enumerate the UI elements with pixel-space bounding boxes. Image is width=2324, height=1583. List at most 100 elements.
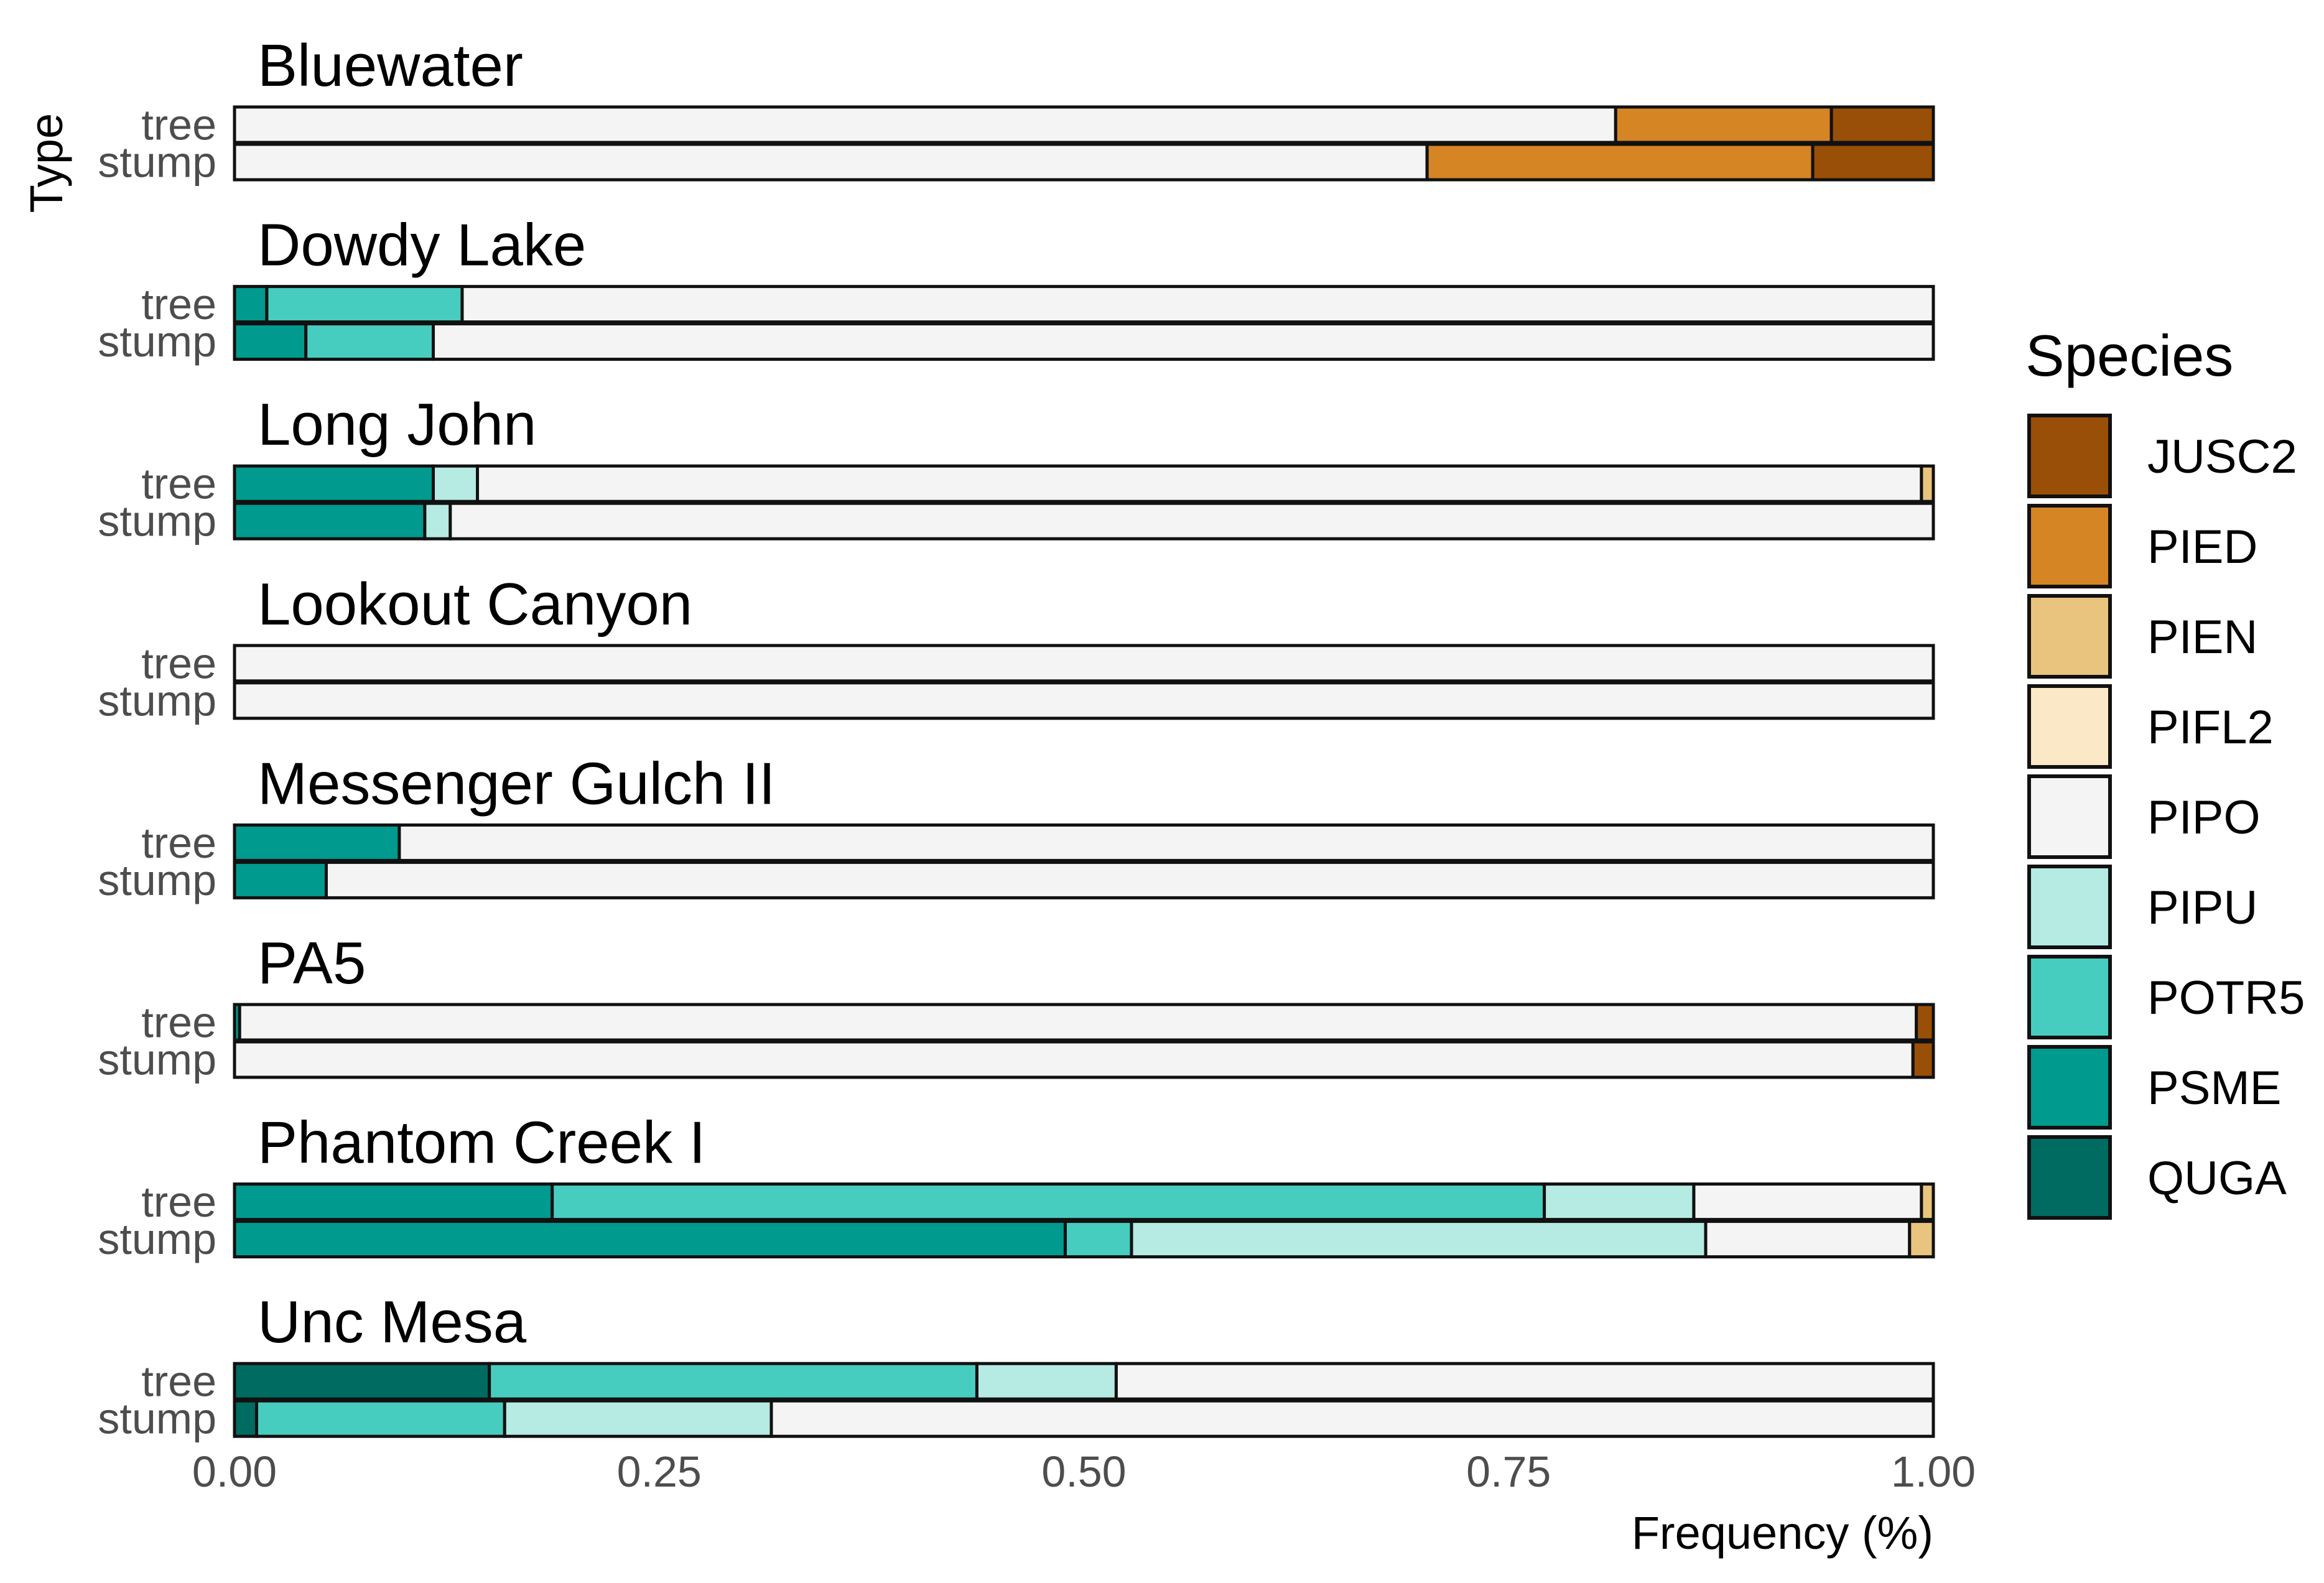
y-tick-label-tree: tree bbox=[141, 101, 216, 149]
bar-segment-dowdy-lake-tree-psme bbox=[233, 285, 269, 324]
legend-swatch-potr5 bbox=[2027, 955, 2112, 1039]
bar-segment-bluewater-stump-jusc2 bbox=[1811, 142, 1935, 182]
legend-label-jusc2: JUSC2 bbox=[2147, 430, 2297, 483]
y-tick-label-stump: stump bbox=[98, 497, 216, 545]
legend-label-quga: QUGA bbox=[2147, 1152, 2287, 1205]
y-tick-label-stump: stump bbox=[98, 1036, 216, 1084]
panel-title: Messenger Gulch II bbox=[258, 750, 775, 817]
bar-segment-dowdy-lake-stump-psme bbox=[233, 322, 308, 361]
bar-segment-unc-mesa-stump-pipu bbox=[503, 1399, 773, 1438]
panel-title: Lookout Canyon bbox=[258, 571, 692, 638]
y-tick-label-stump: stump bbox=[98, 1395, 216, 1443]
y-tick-label-tree: tree bbox=[141, 280, 216, 328]
legend-item-potr5: POTR5 bbox=[2027, 955, 2305, 1039]
bar-segment-messenger-gulch-ii-tree-pipo bbox=[397, 823, 1935, 862]
legend-item-pipu: PIPU bbox=[2027, 865, 2257, 949]
y-axis-title: Type bbox=[21, 113, 72, 213]
panel-title: Unc Mesa bbox=[258, 1289, 527, 1355]
bar-segment-pa5-stump-jusc2 bbox=[1911, 1040, 1935, 1079]
bar-segment-unc-mesa-stump-pipo bbox=[769, 1399, 1935, 1438]
x-tick-label: 0.75 bbox=[1466, 1447, 1551, 1496]
x-tick-label: 0.00 bbox=[192, 1447, 277, 1496]
bar-segment-long-john-tree-pien bbox=[1920, 464, 1935, 503]
bar-segment-phantom-creek-i-stump-potr5 bbox=[1063, 1220, 1133, 1259]
bar-segment-phantom-creek-i-tree-pipo bbox=[1692, 1182, 1923, 1222]
x-tick-label: 0.25 bbox=[617, 1447, 702, 1496]
y-tick-label-stump: stump bbox=[98, 1215, 216, 1263]
legend-swatch-quga bbox=[2027, 1135, 2112, 1220]
bar-segment-pa5-tree-pipo bbox=[238, 1003, 1918, 1042]
bar-segment-unc-mesa-stump-quga bbox=[233, 1399, 259, 1438]
panel-title: Long John bbox=[258, 391, 536, 458]
panel-title: Dowdy Lake bbox=[258, 212, 586, 279]
panel-title: Phantom Creek I bbox=[258, 1110, 705, 1176]
legend-swatch-jusc2 bbox=[2027, 414, 2112, 498]
bar-segment-messenger-gulch-ii-tree-psme bbox=[233, 823, 401, 862]
y-tick-label-tree: tree bbox=[141, 1177, 216, 1226]
panel-title: PA5 bbox=[258, 930, 366, 996]
y-tick-label-tree: tree bbox=[141, 460, 216, 508]
bar-segment-unc-mesa-tree-quga bbox=[233, 1362, 491, 1401]
legend-swatch-pifl2 bbox=[2027, 684, 2112, 769]
bar-segment-bluewater-tree-pied bbox=[1614, 105, 1833, 144]
bar-segment-messenger-gulch-ii-stump-pipo bbox=[324, 860, 1935, 899]
legend-item-psme: PSME bbox=[2027, 1045, 2281, 1130]
bar-segment-phantom-creek-i-stump-pien bbox=[1908, 1220, 1935, 1259]
y-tick-label-tree: tree bbox=[141, 998, 216, 1047]
bar-segment-long-john-tree-pipu bbox=[432, 464, 480, 503]
bar-segment-bluewater-stump-pied bbox=[1425, 142, 1815, 182]
legend-item-jusc2: JUSC2 bbox=[2027, 414, 2297, 498]
legend-swatch-pipu bbox=[2027, 865, 2112, 949]
legend-item-pien: PIEN bbox=[2027, 594, 2257, 679]
legend-label-potr5: POTR5 bbox=[2147, 972, 2305, 1024]
legend-label-pipu: PIPU bbox=[2147, 881, 2257, 934]
bar-segment-pa5-stump-pipo bbox=[233, 1040, 1915, 1079]
legend: Species JUSC2 PIED PIEN PIFL2 PIPO PIPU POTR5 PS… bbox=[2025, 323, 2305, 1220]
y-tick-label-tree: tree bbox=[141, 639, 216, 687]
bar-segment-phantom-creek-i-stump-psme bbox=[233, 1220, 1067, 1259]
y-tick-label-stump: stump bbox=[98, 676, 216, 725]
bar-segment-unc-mesa-tree-pipu bbox=[975, 1362, 1118, 1401]
y-tick-label-stump: stump bbox=[98, 856, 216, 904]
legend-item-pipo: PIPO bbox=[2027, 774, 2261, 859]
bar-segment-bluewater-tree-pipo bbox=[233, 105, 1617, 144]
bar-segment-phantom-creek-i-stump-pipu bbox=[1130, 1220, 1708, 1259]
bar-segment-messenger-gulch-ii-stump-psme bbox=[233, 860, 328, 899]
bar-segment-phantom-creek-i-tree-pipu bbox=[1543, 1182, 1696, 1222]
panel-title: Bluewater bbox=[258, 32, 523, 99]
bar-segment-dowdy-lake-tree-potr5 bbox=[265, 285, 464, 324]
y-tick-label-stump: stump bbox=[98, 317, 216, 366]
bar-segment-phantom-creek-i-tree-psme bbox=[233, 1182, 554, 1222]
bar-segment-dowdy-lake-tree-pipo bbox=[460, 285, 1935, 324]
bar-segment-phantom-creek-i-stump-pipo bbox=[1704, 1220, 1912, 1259]
legend-swatch-pien bbox=[2027, 594, 2112, 679]
bar-segment-unc-mesa-stump-potr5 bbox=[255, 1399, 506, 1438]
legend-label-pien: PIEN bbox=[2147, 611, 2257, 664]
bar-segment-bluewater-stump-pipo bbox=[233, 142, 1429, 182]
bar-segment-long-john-tree-pipo bbox=[476, 464, 1923, 503]
bar-segment-phantom-creek-i-tree-pien bbox=[1920, 1182, 1935, 1222]
bar-segment-lookout-canyon-stump-pipo bbox=[233, 681, 1935, 720]
x-axis: Type 0.00 0.25 0.50 0.75 1.00 Frequency (%) bbox=[21, 113, 1976, 1559]
legend-swatch-pipo bbox=[2027, 774, 2112, 859]
bar-segment-lookout-canyon-tree-pipo bbox=[233, 644, 1935, 683]
bar-segment-bluewater-tree-jusc2 bbox=[1829, 105, 1935, 144]
bar-segment-long-john-stump-psme bbox=[233, 501, 427, 541]
bar-segment-dowdy-lake-stump-pipo bbox=[432, 322, 1935, 361]
legend-title: Species bbox=[2025, 323, 2233, 388]
bar-segment-unc-mesa-tree-potr5 bbox=[488, 1362, 978, 1401]
bar-segment-phantom-creek-i-tree-potr5 bbox=[551, 1182, 1546, 1222]
y-tick-label-stump: stump bbox=[98, 138, 216, 187]
x-tick-label: 0.50 bbox=[1041, 1447, 1126, 1496]
legend-item-quga: QUGA bbox=[2027, 1135, 2287, 1220]
bar-segment-long-john-stump-pipo bbox=[449, 501, 1935, 541]
